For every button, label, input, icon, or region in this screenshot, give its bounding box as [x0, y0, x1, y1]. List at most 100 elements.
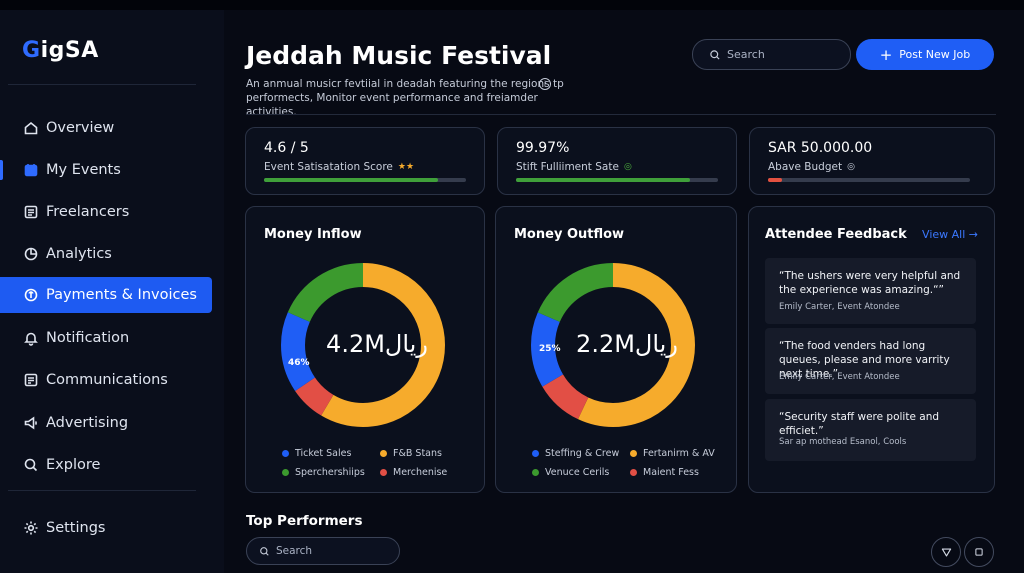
legend-item: Venuce Cerils [532, 467, 609, 478]
legend-dot [380, 469, 387, 476]
message-icon [22, 371, 40, 389]
legend-dot [380, 450, 387, 457]
header-divider [246, 114, 996, 115]
search-input[interactable]: Search [692, 39, 851, 70]
list-icon [22, 203, 40, 221]
legend-label: Ticket Sales [295, 448, 352, 459]
post-new-job-button[interactable]: + Post New Job [856, 39, 994, 70]
sidebar-item-label: Explore [46, 457, 101, 473]
legend-dot [532, 450, 539, 457]
legend-label: Fertanirm & AV [643, 448, 715, 459]
view-all-link[interactable]: View All → [922, 228, 978, 241]
stat-label-text: Stift Fulliiment Sate [516, 161, 619, 173]
progress-bar [516, 178, 718, 182]
page-description: An anmual musicr fevtiial in deadah feat… [246, 78, 564, 118]
money-inflow-donut [281, 263, 445, 427]
donut-segment-venue [531, 263, 695, 427]
outflow-total: 2.2Mریال [576, 330, 678, 358]
feedback-author: Sar ap mothead Esanol, Cools [779, 437, 907, 447]
sidebar-item-payments-invoices[interactable]: Payments & Invoices [0, 277, 212, 313]
sidebar-item-label: Communications [46, 372, 168, 388]
inflow-percent-label: 46% [288, 358, 310, 368]
legend-dot [282, 469, 289, 476]
legend-item: Maient Fess [630, 467, 699, 478]
money-inflow-card: Money Inflow 4.2Mریال 46% Ticket Sales F&… [245, 206, 485, 493]
sidebar-item-analytics[interactable]: Analytics [0, 236, 212, 272]
progress-bar [264, 178, 466, 182]
sidebar-item-communications[interactable]: Communications [0, 362, 212, 398]
legend-dot [630, 450, 637, 457]
info-icon: ◎ [623, 162, 632, 172]
progress-bar-fill [264, 178, 438, 182]
search-icon [259, 546, 270, 557]
page-title: Jeddah Music Festival [246, 41, 552, 70]
sidebar-item-label: Notification [46, 330, 130, 346]
legend-item: Merchenise [380, 467, 447, 478]
app-logo[interactable]: GigSA [22, 38, 99, 63]
sidebar-item-my-events[interactable]: My Events [0, 152, 212, 188]
legend-label: Merchenise [393, 467, 448, 478]
legend-item: Ticket Sales [282, 448, 351, 459]
feedback-quote: “The ushers were very helpful and the ex… [779, 270, 961, 296]
megaphone-icon [22, 414, 40, 432]
calendar-icon [22, 161, 40, 179]
plus-icon: + [879, 45, 893, 64]
filter-button[interactable] [931, 537, 961, 567]
stat-card: 4.6 / 5 Event Satisatation Score ★★ [245, 127, 485, 195]
sidebar-item-label: Overview [46, 120, 115, 136]
search-icon [22, 456, 40, 474]
feedback-author: Emily Carter, Event Atondee [779, 372, 900, 382]
sidebar-item-freelancers[interactable]: Freelancers [0, 194, 212, 230]
legend-item: Sperchershiips [282, 467, 365, 478]
donut-segment-sponsorships [281, 263, 445, 427]
sidebar-divider [8, 84, 196, 85]
card-title: Money Inflow [264, 227, 362, 242]
home-icon [22, 119, 40, 137]
sidebar-item-settings[interactable]: Settings [0, 510, 212, 546]
bell-icon [22, 329, 40, 347]
sidebar-item-notification[interactable]: Notification [0, 320, 212, 356]
sidebar-item-label: Payments & Invoices [46, 287, 197, 303]
feedback-item[interactable]: “Security staff were polite and efficiet… [765, 399, 976, 461]
sidebar-item-label: Analytics [46, 246, 112, 262]
donut-segment-tickets [281, 263, 445, 427]
legend-item: F&B Stans [380, 448, 442, 459]
money-outflow-donut [531, 263, 695, 427]
feedback-quote: “Security staff were polite and efficiet… [779, 411, 940, 437]
stat-card: 99.97% Stift Fulliiment Sate ◎ [497, 127, 737, 195]
filter-icon [941, 548, 951, 556]
donut-segment-staffing [531, 263, 695, 427]
money-outflow-card: Money Outflow 2.2Mریال 25% Steffing & Cr… [495, 206, 737, 493]
stat-value: 4.6 / 5 [264, 140, 309, 156]
feedback-item[interactable]: “The ushers were very helpful and the ex… [765, 258, 976, 324]
sidebar-item-explore[interactable]: Explore [0, 447, 212, 483]
stat-card: SAR 50.000.00 Abave Budget ◎ [749, 127, 995, 195]
search-placeholder: Search [276, 545, 313, 557]
feedback-item[interactable]: “The food venders had long queues, pleas… [765, 328, 976, 394]
stat-label: Event Satisatation Score ★★ [264, 161, 414, 173]
star-rating-icon: ★★ [397, 162, 415, 172]
section-title-top-performers: Top Performers [246, 513, 363, 529]
outflow-percent-label: 25% [539, 344, 561, 354]
search-icon [709, 49, 721, 61]
grid-icon [975, 548, 983, 556]
layout-toggle-button[interactable] [964, 537, 994, 567]
post-new-job-label: Post New Job [899, 48, 971, 61]
sidebar-item-label: Settings [46, 520, 106, 536]
sidebar-item-advertising[interactable]: Advertising [0, 405, 212, 441]
gear-icon [22, 519, 40, 537]
attendee-feedback-card: Attendee Feedback View All → “The ushers… [748, 206, 995, 493]
sidebar-item-overview[interactable]: Overview [0, 110, 212, 146]
performers-search-input[interactable]: Search [246, 537, 400, 565]
progress-bar-fill [768, 178, 783, 182]
legend-dot [630, 469, 637, 476]
search-placeholder: Search [727, 48, 765, 61]
sidebar-item-label: Advertising [46, 415, 129, 431]
legend-item: Steffing & Crew [532, 448, 619, 459]
stat-value: 99.97% [516, 140, 570, 156]
payment-icon [22, 286, 40, 304]
info-icon[interactable]: i [539, 78, 551, 90]
stat-label: Stift Fulliiment Sate ◎ [516, 161, 632, 173]
analytics-icon [22, 245, 40, 263]
feedback-author: Emily Carter, Event Atondee [779, 302, 900, 312]
